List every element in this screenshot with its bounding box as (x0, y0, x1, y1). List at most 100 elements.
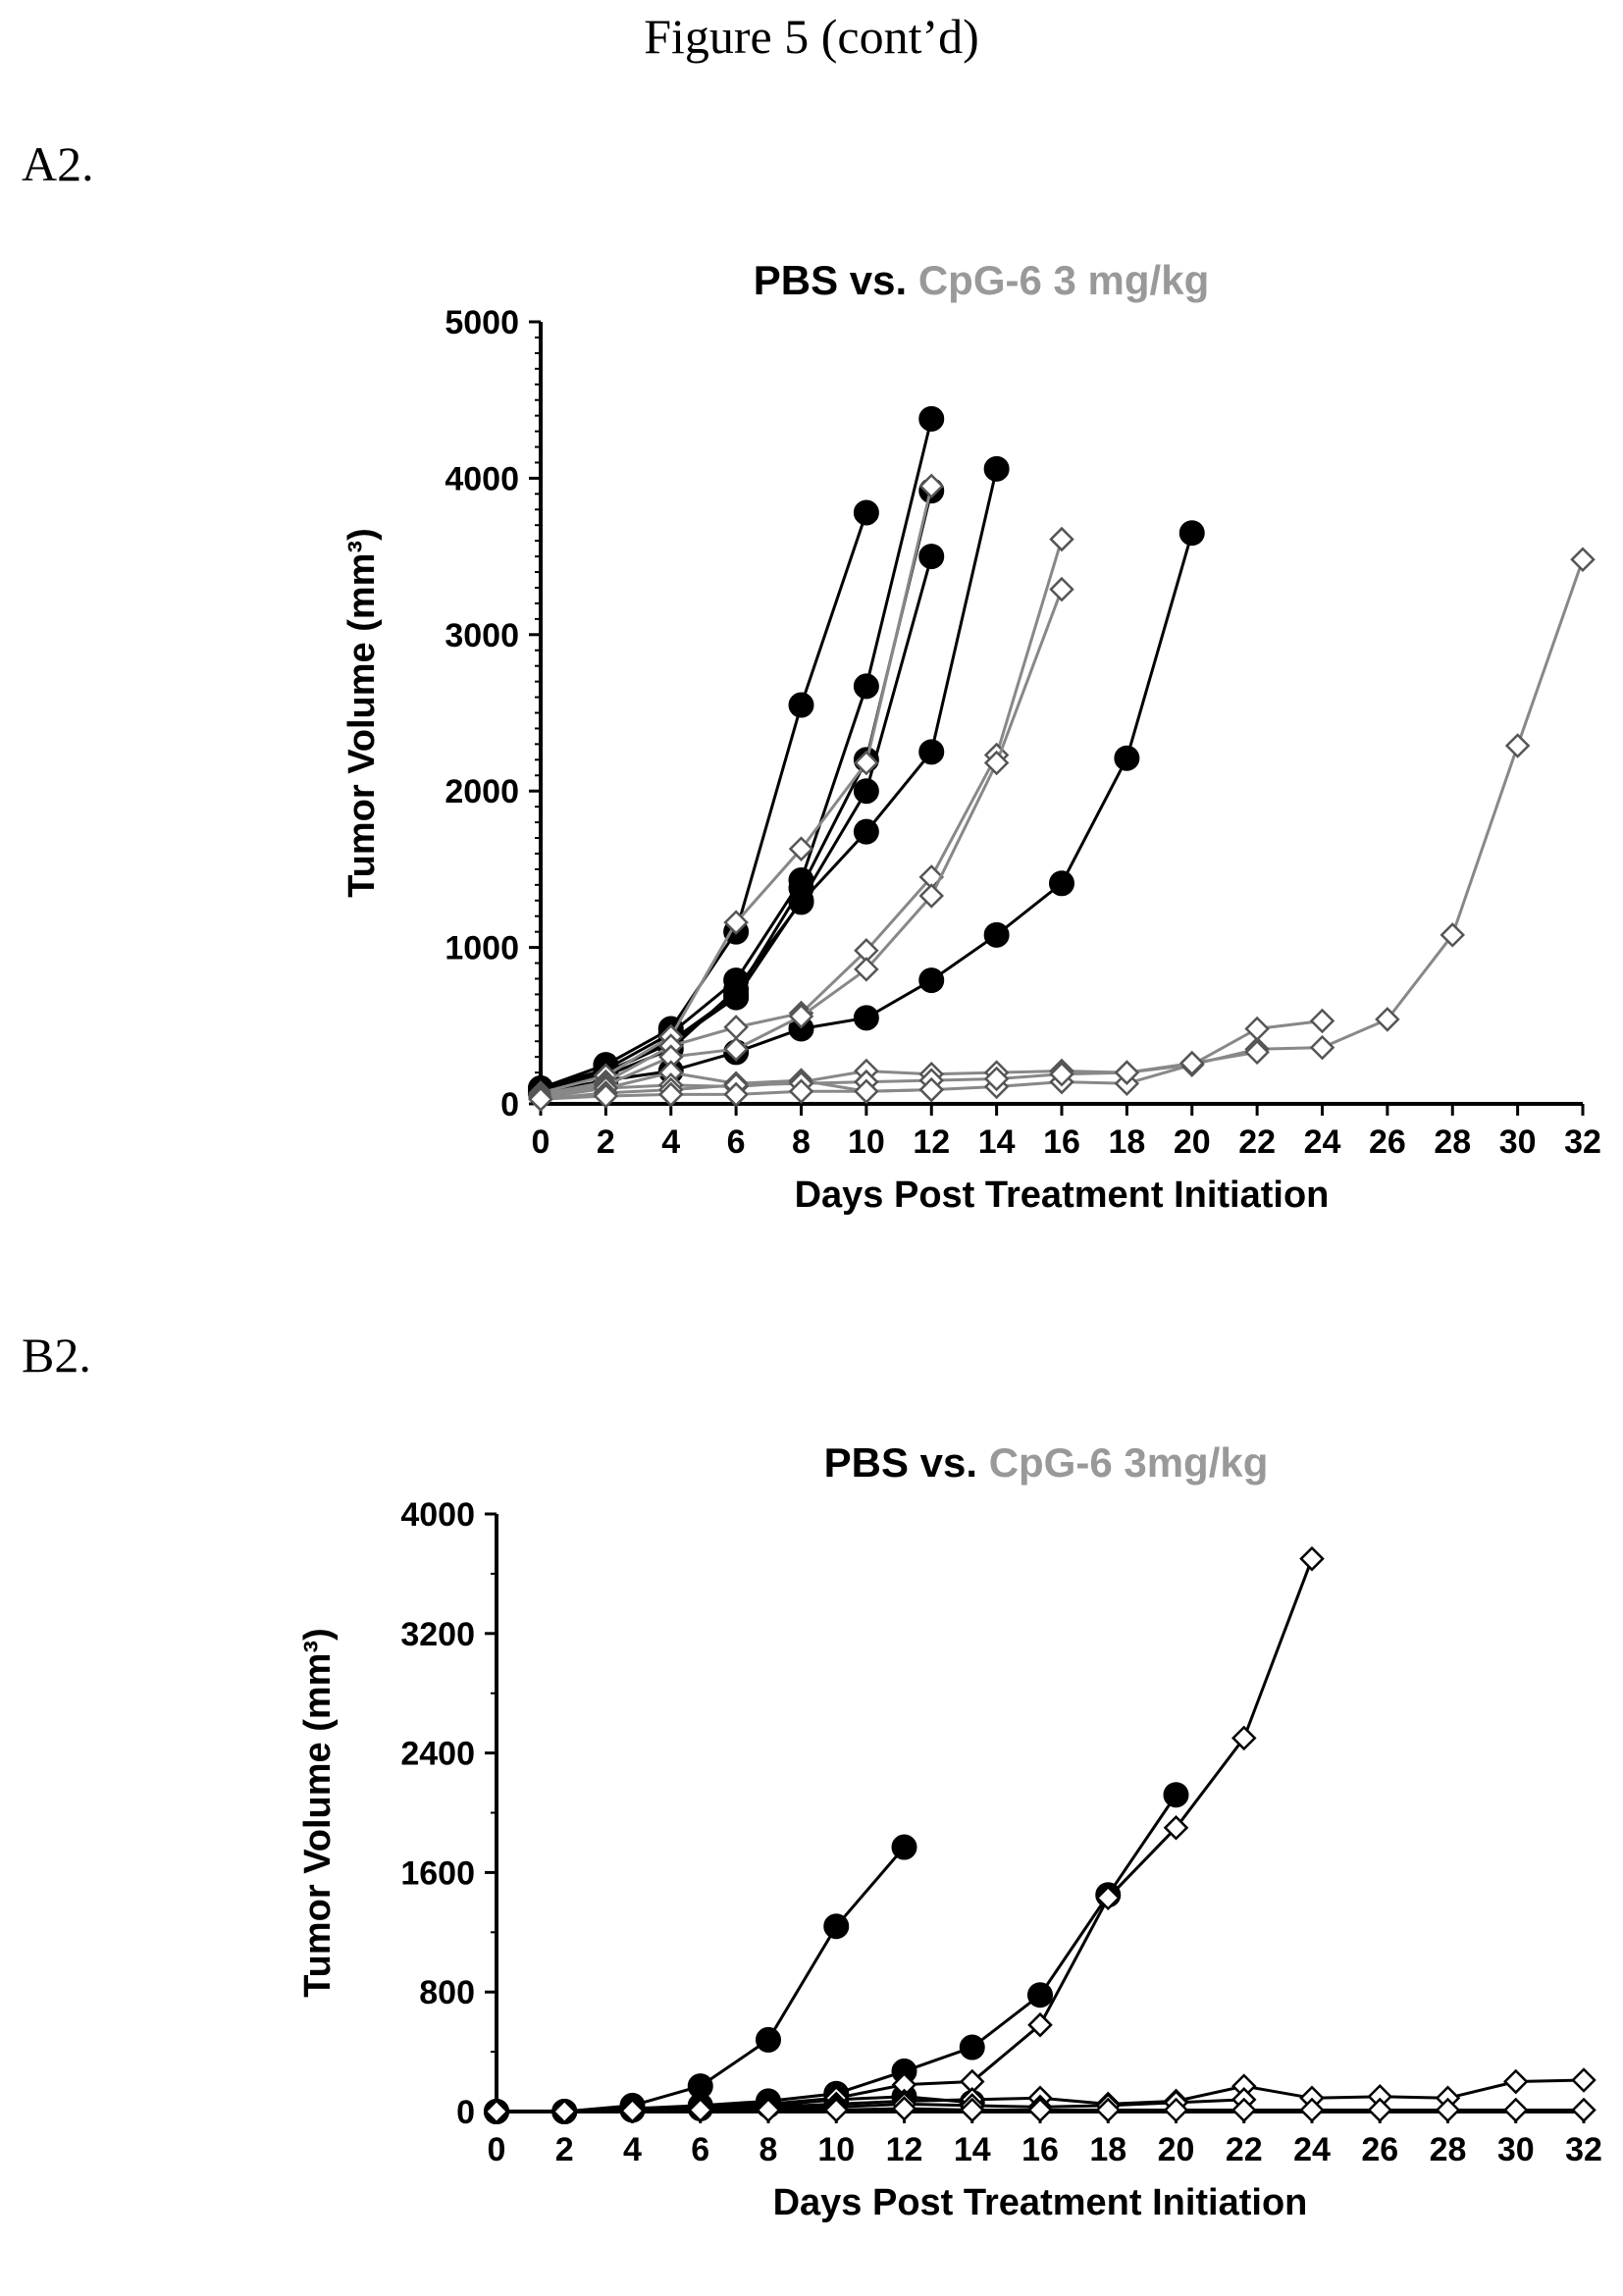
data-point (1244, 1016, 1270, 1042)
x-tick-label: 2 (555, 2131, 574, 2168)
data-point (1114, 1060, 1140, 1085)
data-point (723, 976, 750, 1003)
x-tick-label: 26 (1369, 1123, 1406, 1161)
data-point (983, 455, 1010, 482)
data-point (1178, 1050, 1205, 1076)
figure-title: Figure 5 (cont’d) (644, 9, 979, 64)
x-tick-label: 6 (691, 2131, 709, 2168)
chart-a2: PBS vs. CpG-6 3 mg/kg 0 1000 2000 3000 4000 50… (341, 257, 1601, 1216)
data-point (853, 778, 879, 805)
chart-title-part: PBS vs. (824, 1439, 989, 1486)
data-point (823, 2097, 850, 2123)
x-tick-label: 10 (848, 1123, 885, 1161)
x-tick-label: 16 (1021, 2131, 1059, 2168)
data-point (1163, 1814, 1189, 1841)
y-axis-title: Tumor Volume (mm³) (297, 1628, 339, 1997)
x-tick-label: 24 (1304, 1123, 1341, 1161)
x-tick-label: 14 (978, 1123, 1016, 1161)
data-point (1570, 547, 1596, 573)
y-tick-label: 4000 (445, 460, 519, 497)
data-point (823, 1913, 850, 1940)
data-point (1309, 1034, 1335, 1061)
data-point (1178, 520, 1205, 547)
data-point (918, 967, 945, 994)
x-tick-label: 32 (1564, 1123, 1601, 1161)
data-point (1027, 1982, 1053, 2009)
chart-title: PBS vs. CpG-6 3 mg/kg (754, 257, 1209, 303)
data-point (959, 2097, 985, 2123)
data-point (891, 1834, 917, 1860)
data-point (788, 889, 814, 915)
data-point (657, 1081, 684, 1108)
x-tick-label: 10 (817, 2131, 855, 2168)
series-1 (484, 1782, 1189, 2124)
data-point (1049, 1061, 1074, 1087)
data-point (1244, 1039, 1270, 1066)
series-12 (528, 1076, 945, 1112)
panel-label-b2: B2. (22, 1328, 91, 1383)
y-tick-label: 2400 (400, 1736, 475, 1773)
data-point (1504, 733, 1531, 758)
data-point (959, 2034, 985, 2061)
x-tick-label: 26 (1361, 2131, 1398, 2168)
y-tick-label: 3200 (400, 1616, 475, 1653)
chart-title-part: PBS vs. (754, 257, 918, 303)
x-tick-label: 12 (913, 1123, 950, 1161)
data-point (918, 405, 945, 432)
data-point (723, 910, 749, 935)
x-axis-title: Days Post Treatment Initiation (773, 2182, 1308, 2223)
x-tick-label: 4 (661, 1123, 680, 1161)
x-tick-label: 14 (954, 2131, 991, 2168)
series-0 (484, 1834, 917, 2124)
x-tick-label: 28 (1430, 2131, 1467, 2168)
x-tick-label: 8 (759, 2131, 778, 2168)
y-axis-title: Tumor Volume (mm³) (341, 528, 383, 897)
data-point (687, 2097, 713, 2123)
data-point (593, 1083, 619, 1109)
data-point (918, 739, 945, 765)
series-line (497, 1846, 906, 2113)
data-point (1230, 1725, 1257, 1751)
data-point (756, 2026, 781, 2053)
data-point (1163, 1782, 1189, 1808)
x-tick-label: 32 (1565, 2131, 1602, 2168)
data-point (918, 1076, 945, 1103)
x-tick-label: 24 (1293, 2131, 1331, 2168)
y-tick-label: 4000 (400, 1496, 475, 1534)
x-tick-label: 30 (1497, 2131, 1535, 2168)
data-point (723, 1036, 749, 1062)
data-point (551, 2099, 578, 2124)
data-point (1027, 2097, 1053, 2123)
data-point (1435, 2097, 1461, 2123)
data-point (853, 499, 879, 526)
data-point (528, 1086, 553, 1112)
data-point (788, 1003, 814, 1029)
data-point (1571, 2097, 1597, 2123)
chart-title: PBS vs. CpG-6 3mg/kg (824, 1439, 1269, 1486)
series-line (497, 1794, 1178, 2113)
data-point (1163, 2097, 1189, 2123)
x-tick-label: 22 (1238, 1123, 1276, 1161)
x-tick-label: 16 (1043, 1123, 1080, 1161)
x-tick-label: 28 (1434, 1123, 1471, 1161)
data-point (1095, 2097, 1122, 2123)
series-5 (484, 2087, 1257, 2124)
x-tick-label: 4 (623, 2131, 642, 2168)
data-point (854, 957, 879, 982)
x-tick-label: 0 (488, 2131, 506, 2168)
y-tick-label: 2000 (445, 773, 519, 810)
data-point (1440, 922, 1466, 948)
data-point (853, 818, 879, 845)
data-point (756, 2097, 781, 2123)
x-tick-label: 20 (1158, 2131, 1195, 2168)
data-point (1367, 2097, 1393, 2123)
data-point (619, 2098, 646, 2124)
data-point (723, 1081, 749, 1108)
x-tick-label: 20 (1174, 1123, 1211, 1161)
data-point (1502, 2097, 1529, 2123)
x-tick-label: 0 (532, 1123, 550, 1161)
data-point (1095, 1885, 1122, 1911)
x-tick-label: 18 (1089, 2131, 1126, 2168)
data-point (1571, 2067, 1597, 2093)
